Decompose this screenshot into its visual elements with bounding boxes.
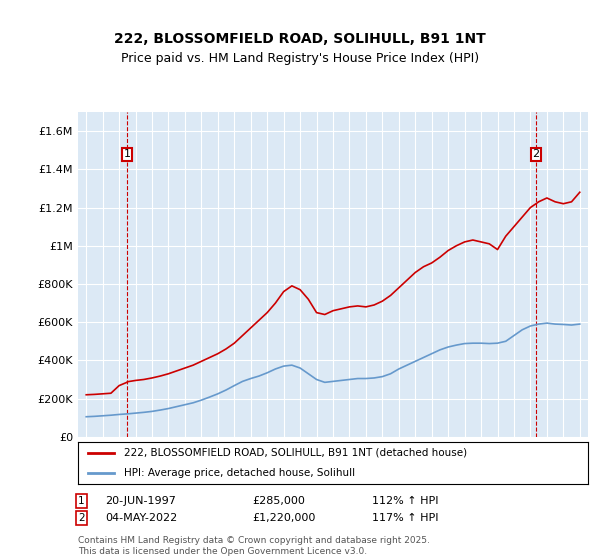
Text: 04-MAY-2022: 04-MAY-2022 bbox=[105, 513, 177, 523]
Text: Contains HM Land Registry data © Crown copyright and database right 2025.
This d: Contains HM Land Registry data © Crown c… bbox=[78, 536, 430, 556]
Text: 222, BLOSSOMFIELD ROAD, SOLIHULL, B91 1NT (detached house): 222, BLOSSOMFIELD ROAD, SOLIHULL, B91 1N… bbox=[124, 448, 467, 458]
Text: 1: 1 bbox=[78, 496, 85, 506]
Text: 117% ↑ HPI: 117% ↑ HPI bbox=[372, 513, 439, 523]
Text: £285,000: £285,000 bbox=[252, 496, 305, 506]
Text: Price paid vs. HM Land Registry's House Price Index (HPI): Price paid vs. HM Land Registry's House … bbox=[121, 52, 479, 66]
Text: 1: 1 bbox=[124, 149, 130, 159]
Text: HPI: Average price, detached house, Solihull: HPI: Average price, detached house, Soli… bbox=[124, 468, 355, 478]
Text: 2: 2 bbox=[78, 513, 85, 523]
Text: 112% ↑ HPI: 112% ↑ HPI bbox=[372, 496, 439, 506]
Text: 20-JUN-1997: 20-JUN-1997 bbox=[105, 496, 176, 506]
Text: 2: 2 bbox=[532, 149, 539, 159]
Text: 222, BLOSSOMFIELD ROAD, SOLIHULL, B91 1NT: 222, BLOSSOMFIELD ROAD, SOLIHULL, B91 1N… bbox=[114, 32, 486, 46]
Text: £1,220,000: £1,220,000 bbox=[252, 513, 316, 523]
